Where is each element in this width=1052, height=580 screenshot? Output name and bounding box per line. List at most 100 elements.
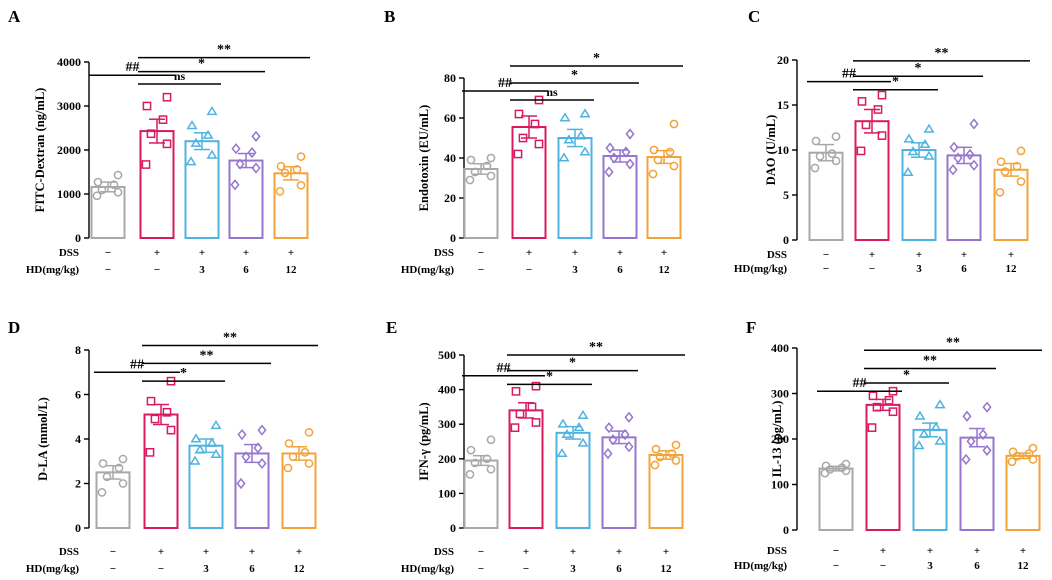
y-axis-label: Endotoxin (EU/mL): [417, 105, 431, 212]
treatment-row-label: DSS: [767, 545, 787, 557]
data-point: [873, 105, 883, 114]
data-point: [559, 112, 571, 122]
treatment-row-label: HD(mg/kg): [26, 264, 80, 276]
significance-label: **: [923, 353, 937, 368]
data-point: [514, 109, 524, 119]
data-point: [114, 463, 124, 473]
panel-letter: F: [746, 318, 756, 337]
data-point: [486, 153, 496, 163]
significance-label: ##: [497, 361, 511, 376]
data-point: [257, 457, 267, 470]
treatment-row-label: DSS: [434, 546, 454, 558]
data-point: [831, 132, 841, 141]
y-tick-label: 100: [771, 478, 789, 492]
treatment-cell: −: [823, 263, 829, 275]
data-point: [903, 133, 915, 143]
treatment-row-label: DSS: [767, 249, 787, 261]
significance-label: *: [180, 366, 187, 381]
treatment-cell: +: [1020, 545, 1026, 557]
y-axis-label: IFN-γ (pg/mL): [417, 402, 431, 480]
data-point: [608, 434, 618, 446]
data-point: [534, 139, 544, 149]
data-point: [531, 418, 541, 427]
treatment-cell: +: [288, 247, 294, 259]
data-point: [251, 130, 261, 142]
data-point: [237, 428, 247, 441]
data-point: [969, 118, 979, 130]
panel-letter: A: [8, 7, 21, 26]
treatment-cell: −: [105, 247, 111, 259]
data-point: [665, 147, 675, 157]
data-point: [102, 472, 112, 482]
treatment-cell: +: [1008, 249, 1014, 261]
data-point: [934, 399, 946, 409]
treatment-cell: 12: [661, 563, 673, 575]
data-point: [888, 407, 898, 417]
bar-1: [818, 467, 854, 532]
data-point: [625, 128, 635, 140]
data-point: [194, 444, 206, 454]
significance-label: *: [903, 368, 910, 383]
significance-label: *: [593, 51, 600, 66]
treatment-cell: +: [663, 546, 669, 558]
data-point: [276, 161, 286, 171]
data-point: [996, 157, 1006, 167]
data-point: [557, 418, 569, 428]
significance-label: ##: [842, 67, 856, 82]
data-point: [856, 146, 866, 156]
data-point: [965, 148, 975, 161]
data-point: [624, 441, 634, 453]
data-point: [573, 422, 585, 432]
y-tick-label: 0: [783, 523, 789, 537]
data-point: [118, 454, 128, 464]
data-point: [609, 152, 619, 164]
significance-label: ##: [130, 357, 144, 372]
data-point: [831, 156, 841, 166]
data-point: [146, 396, 156, 406]
bar-3: [901, 149, 937, 241]
data-point: [930, 421, 942, 432]
data-point: [465, 175, 475, 185]
significance-label: *: [571, 68, 578, 83]
bar-5: [648, 453, 684, 529]
treatment-cell: +: [199, 247, 205, 259]
data-point: [530, 119, 540, 129]
data-point: [579, 146, 591, 156]
data-point: [821, 461, 831, 471]
data-point: [515, 409, 525, 419]
treatment-cell: +: [961, 249, 967, 261]
treatment-cell: 6: [243, 264, 249, 276]
data-point: [561, 428, 573, 439]
y-axis-label: IL-13 (pg/mL): [770, 401, 784, 478]
data-point: [202, 129, 214, 139]
data-point: [577, 437, 589, 447]
data-point: [247, 147, 257, 159]
treatment-row-label: HD(mg/kg): [401, 563, 455, 575]
data-point: [655, 452, 665, 462]
y-tick-label: 400: [438, 383, 456, 397]
treatment-cell: +: [203, 546, 209, 558]
significance-label: ns: [174, 69, 186, 83]
y-tick-label: 500: [438, 348, 456, 362]
treatment-cell: 12: [294, 563, 306, 575]
bar-4: [959, 436, 995, 532]
y-tick-label: 10: [777, 143, 789, 157]
y-tick-label: 200: [771, 432, 789, 446]
treatment-cell: −: [478, 247, 484, 259]
data-point: [230, 179, 240, 191]
significance-label: ##: [853, 376, 867, 391]
panel-letter: D: [8, 318, 20, 337]
y-tick-label: 0: [75, 231, 81, 245]
data-point: [1008, 447, 1018, 457]
significance-label: *: [892, 75, 899, 90]
panel-letter: C: [748, 7, 760, 26]
data-point: [1012, 161, 1022, 171]
treatment-cell: +: [880, 545, 886, 557]
treatment-row-label: DSS: [59, 546, 79, 558]
y-tick-label: 300: [771, 387, 789, 401]
treatment-cell: −: [158, 563, 164, 575]
data-point: [486, 464, 496, 474]
y-tick-label: 5: [783, 188, 789, 202]
data-point: [841, 459, 851, 469]
